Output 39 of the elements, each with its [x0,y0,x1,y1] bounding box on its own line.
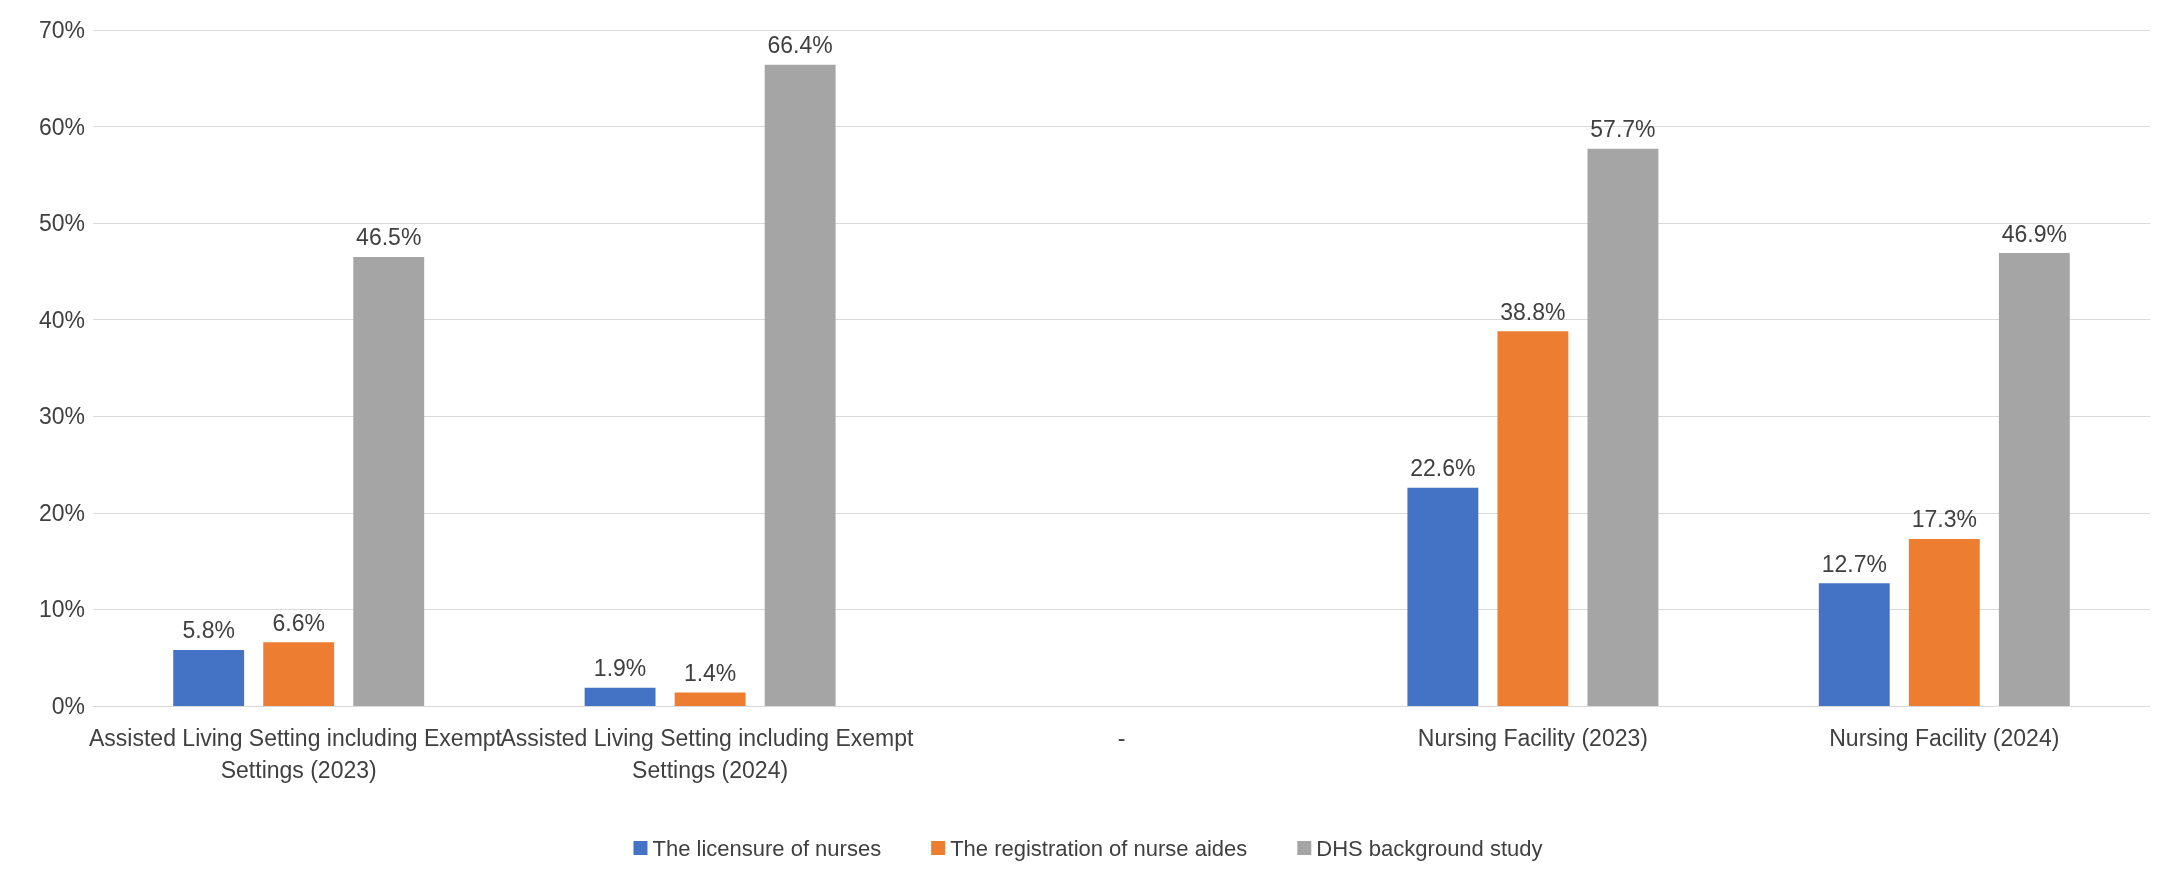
bar [674,692,746,706]
bar [263,642,335,706]
bar [584,687,656,706]
data-label: 12.7% [1821,550,1887,577]
bar [1497,331,1569,706]
data-label: 38.8% [1500,298,1566,325]
x-tick-label: Nursing Facility (2023) [1417,725,1648,751]
data-label: 6.6% [272,609,325,636]
data-label: 17.3% [1911,506,1977,533]
bar [1818,583,1890,706]
legend-label: The licensure of nurses [652,835,882,861]
data-label: 46.5% [356,224,422,251]
y-tick-label: 50% [38,210,85,237]
y-tick-label: 0% [51,693,85,719]
legend-label: DHS background study [1316,835,1543,861]
y-tick-label: 10% [38,596,85,623]
y-tick-label: 60% [38,113,85,140]
y-tick-label: 20% [38,499,85,526]
bar [1998,253,2070,706]
y-tick-label: 70% [38,17,85,43]
data-label: 1.4% [683,659,737,686]
y-tick-label: 30% [38,403,85,430]
bar [1407,487,1479,706]
bar [1587,148,1659,706]
data-label: 66.4% [767,32,833,59]
y-tick-label: 40% [38,306,85,333]
x-tick-label: - [1117,725,1126,751]
data-label: 46.9% [2001,220,2067,247]
data-label: 1.9% [593,655,647,682]
data-label: 5.8% [182,617,235,644]
bar [764,64,836,706]
data-label: 22.6% [1410,455,1476,482]
data-label: 57.7% [1590,116,1656,143]
bar [173,649,245,706]
legend-label: The registration of nurse aides [950,835,1248,861]
x-tick-label: Assisted Living Setting including Exempt Settings (2024) [500,725,920,783]
x-tick-label: Nursing Facility (2024) [1829,725,2060,751]
bar [353,256,425,706]
bar [1908,538,1980,706]
